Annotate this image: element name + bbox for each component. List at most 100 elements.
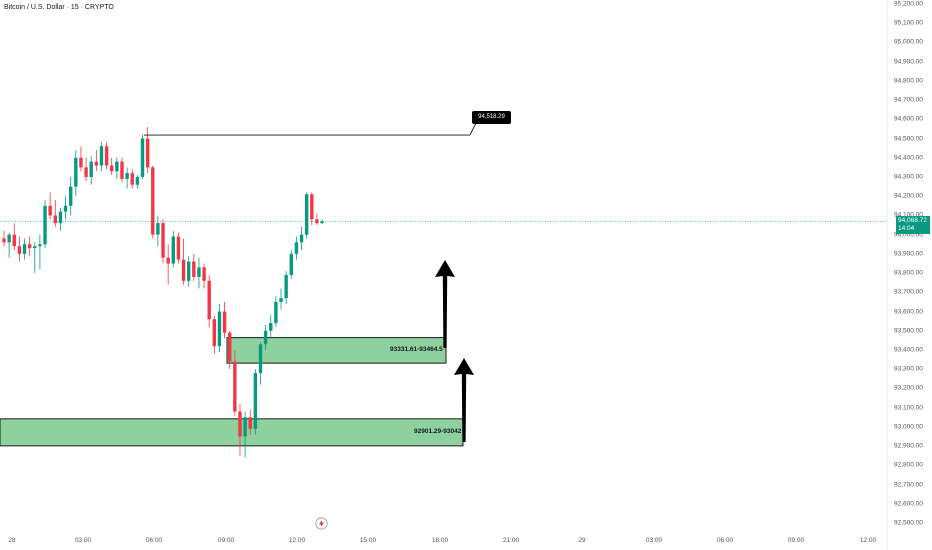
candle-body [284,275,288,299]
candle-body [145,138,150,168]
candle-body [161,223,165,258]
price-tick-label: 93,000.00 [894,423,923,431]
time-tick-label: 15:00 [359,537,377,544]
candle [115,157,119,179]
candle-body [263,330,268,345]
candle [304,192,309,239]
candle [7,232,11,258]
candle-body [7,234,11,243]
candle [171,230,175,268]
price-tick-label: 93,100.00 [894,404,923,412]
candle [58,207,63,231]
candle [33,242,37,274]
price-tick-label: 94,400.00 [894,154,923,162]
candle [2,230,6,247]
candle [289,250,293,279]
candle [156,215,160,247]
candle-body [58,211,63,224]
candle [38,234,42,270]
candle [48,192,52,220]
resistance-callout[interactable]: 94,518.29 [472,111,511,124]
candle [130,169,134,189]
price-tick-label: 93,800.00 [894,269,923,277]
candle-body [253,373,258,429]
candle-body [222,311,227,333]
candle [243,411,247,458]
candle [181,238,186,285]
candle [299,226,304,251]
candle [320,219,324,225]
time-tick-label: 06:00 [145,537,163,544]
price-tick-label: 93,300.00 [894,365,923,373]
candle [94,150,99,172]
candle-body [320,221,324,224]
price-tick-label: 93,700.00 [894,288,923,296]
candle [238,403,242,456]
candle [151,165,155,239]
candle [258,342,263,385]
candle [176,232,181,264]
candle-body [94,161,99,166]
time-tick-label: 21:00 [502,537,520,544]
time-tick-label: 09:00 [787,537,805,544]
price-tick-label: 94,200.00 [894,192,923,200]
time-tick-label: 18:00 [431,537,449,544]
candle-body [294,242,299,254]
candle [212,315,217,354]
time-tick-label: 29 [578,537,586,544]
price-tick-label: 94,100.00 [894,212,923,219]
candle [89,155,93,185]
candle [284,271,288,304]
candles-layer [2,127,324,458]
price-tick-label: 92,600.00 [894,500,923,508]
price-tick-label: 94,700.00 [894,96,923,104]
candle [27,236,32,256]
candle-body [207,280,211,320]
arrows-layer [435,260,474,442]
candle [99,142,104,172]
candle [217,303,222,352]
current-price-value: 94,068.72 [898,217,927,224]
price-tick-label: 93,400.00 [894,346,923,354]
price-tick-label: 93,500.00 [894,327,923,335]
candle-body [33,246,37,249]
candle [166,244,170,285]
candle-body [171,236,175,264]
candle-body [151,167,155,235]
zones-layer [0,337,464,447]
candle-body [79,157,83,168]
price-tick-label: 92,800.00 [894,461,923,469]
price-axis[interactable]: 95,200.00 95,100.00 95,000.00 94,900.00 94,8… [888,0,932,550]
symbol-title[interactable]: Bitcoin / U.S. Dollar · 15 · CRYPTO [4,4,114,11]
candle-body [115,161,119,172]
candle [68,177,73,216]
current-price-badge: 94,068.72 14:04 [896,216,930,234]
upward-arrow-upper-zone [435,260,455,348]
candle [315,213,319,226]
candle-body [304,194,309,235]
tradingview-logo-icon[interactable] [315,517,328,530]
candle [12,223,16,251]
candle-body [279,298,283,302]
candle [207,275,211,327]
lower-zone-label: 92901.29-93042 [414,428,462,435]
candle [263,325,268,350]
candle-body [27,244,32,249]
demand-zone [0,418,464,447]
candle [140,134,145,179]
time-tick-label: 03:00 [74,537,92,544]
candle-body [125,173,129,179]
candle-body [186,261,191,281]
candle [197,257,201,289]
upward-arrow-lower-zone [454,358,474,442]
candle [125,167,129,189]
price-tick-label: 93,900.00 [894,250,923,258]
price-tick-label: 94,500.00 [894,135,923,143]
price-tick-label: 94,800.00 [894,77,923,85]
price-tick-label: 93,200.00 [894,384,923,392]
candle-body [17,246,22,254]
candle [22,238,27,260]
candle [248,409,252,435]
